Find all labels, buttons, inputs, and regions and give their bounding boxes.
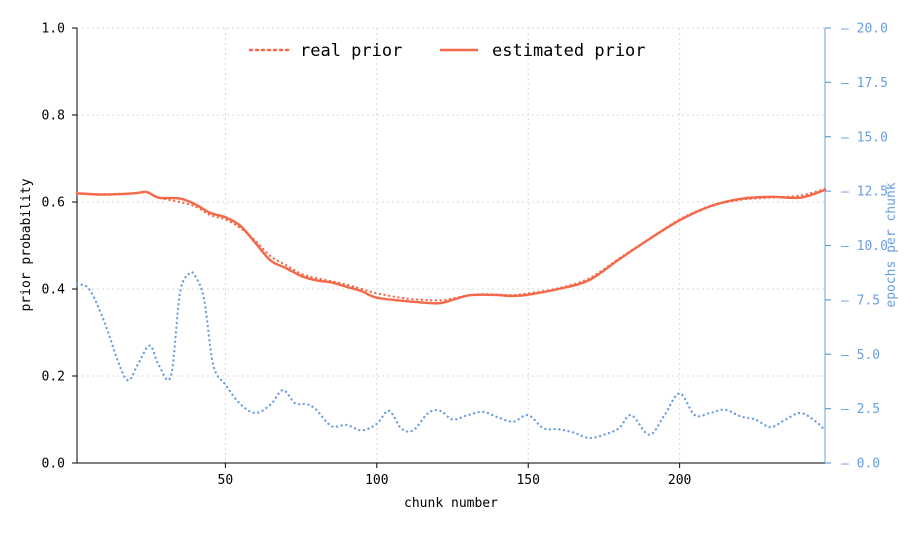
legend-label-estimated-prior: estimated prior [492,41,646,61]
bottom-tick-label: 200 [668,473,691,488]
y-axis-label: prior probability [19,178,34,311]
right-tick-label: — 5.0 [841,348,880,363]
legend-label-real-prior: real prior [300,41,402,61]
series [75,187,827,440]
left-tick-label: 0.6 [42,196,65,211]
bottom-tick-label: 100 [365,473,388,488]
right-axis-ticks: — 0.0 — 2.5 — 5.0 — 7.5 — 10.0 — 12.5 — 15.0 — … [825,22,888,472]
right-tick-label: — 15.0 [841,130,888,145]
left-tick-label: 0.4 [42,283,66,298]
right-tick-label: — 20.0 [841,22,888,37]
right-tick-label: — 0.0 [841,457,880,472]
series-line-estimated-prior [75,188,827,305]
left-tick-label: 0.0 [42,457,65,472]
legend: real prior estimated prior [248,41,646,61]
right-tick-label: — 2.5 [841,402,880,417]
right-tick-label: — 7.5 [841,293,880,308]
axes [76,28,826,464]
left-tick-label: 0.8 [42,109,65,124]
x-axis-label: chunk number [404,496,498,511]
y-axis-label-right: epochs per chunk [884,182,899,307]
bottom-axis-ticks: 50 100 150 200 [218,463,691,488]
left-axis-ticks: 0.0 0.2 0.4 0.6 0.8 1.0 [42,22,77,472]
right-tick-label: — 12.5 [841,185,888,200]
bottom-tick-label: 50 [218,473,234,488]
grid [77,27,825,463]
left-tick-label: 1.0 [42,22,65,37]
series-line-epochs-per-chunk [75,270,827,440]
bottom-tick-label: 150 [516,473,539,488]
left-tick-label: 0.2 [42,370,65,385]
right-tick-label: — 10.0 [841,239,888,254]
right-tick-label: — 17.5 [841,76,888,91]
